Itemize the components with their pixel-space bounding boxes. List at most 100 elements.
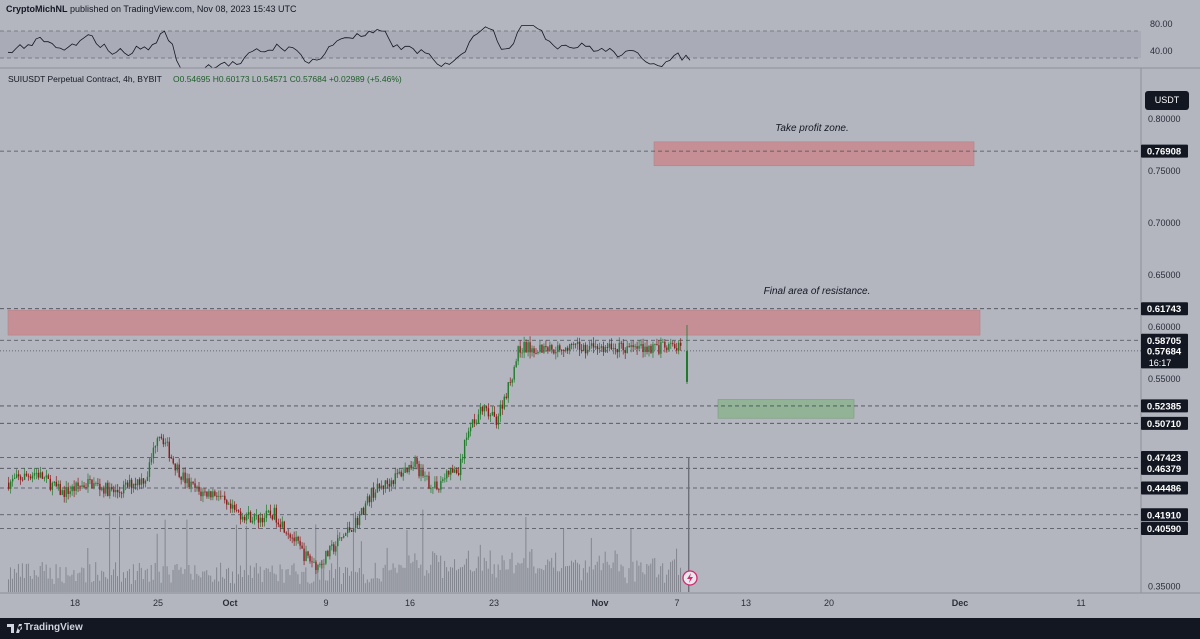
- volume-bar: [343, 573, 345, 592]
- candle-body: [119, 492, 121, 494]
- volume-bar: [285, 569, 287, 592]
- flash-icon[interactable]: [682, 570, 698, 586]
- volume-bar: [81, 567, 83, 592]
- candle-body: [366, 496, 369, 504]
- candle-body: [17, 474, 20, 477]
- candle-body: [31, 475, 34, 479]
- candle-body: [537, 351, 539, 354]
- volume-bar: [148, 581, 150, 592]
- volume-bar: [311, 582, 313, 592]
- volume-bar: [477, 556, 479, 592]
- candle-body: [563, 350, 565, 352]
- candle-body: [216, 495, 218, 497]
- volume-bar: [398, 564, 400, 592]
- volume-bar: [194, 565, 196, 592]
- volume-bar: [259, 566, 261, 592]
- candle-body: [624, 350, 626, 353]
- volume-bar: [315, 524, 317, 592]
- candle-body: [228, 503, 230, 505]
- time-tick: 25: [153, 598, 163, 608]
- candle-body: [434, 481, 436, 488]
- candle-body: [364, 503, 367, 515]
- candle-body: [117, 490, 119, 493]
- candle-body: [505, 396, 507, 399]
- volume-bar: [497, 564, 499, 592]
- candle-body: [572, 343, 575, 346]
- volume-bar: [166, 566, 168, 592]
- volume-bar: [511, 552, 513, 592]
- chart-frame[interactable]: 80.00 40.00 Take profit zone. Final area…: [0, 18, 1200, 618]
- volume-bar: [113, 569, 115, 592]
- volume-bar: [204, 571, 206, 592]
- candle-body: [531, 348, 533, 353]
- candle-body: [277, 522, 279, 525]
- candle-body: [547, 347, 549, 352]
- take-profit-annotation: Take profit zone.: [775, 123, 849, 134]
- price-label-bg: [1141, 521, 1188, 535]
- volume-bar: [559, 571, 561, 592]
- volume-bar: [43, 570, 45, 592]
- volume-bar: [499, 569, 501, 592]
- price-label-bg: [1141, 416, 1188, 430]
- candle-body: [41, 472, 44, 479]
- price-chart[interactable]: 80.00 40.00 Take profit zone. Final area…: [0, 18, 1200, 618]
- volume-bar: [541, 568, 543, 592]
- price-axis[interactable]: 0.80000 0.75000 0.70000 0.65000 0.60000 0.550…: [1148, 114, 1181, 592]
- volume-bar: [410, 563, 412, 592]
- candle-body: [194, 483, 196, 489]
- candle-body: [115, 490, 117, 493]
- volume-bar: [251, 578, 253, 592]
- candle-body: [198, 486, 200, 492]
- candle-body: [479, 406, 482, 415]
- candle-body: [333, 544, 335, 552]
- volume-bar: [31, 578, 33, 592]
- volume-bar: [424, 575, 426, 592]
- candle-body: [35, 472, 38, 474]
- volume-bar: [261, 582, 263, 592]
- volume-bar: [226, 568, 228, 592]
- candle-body: [321, 564, 323, 565]
- volume-bar: [119, 516, 121, 592]
- volume-bar: [503, 560, 505, 592]
- rsi-tick-80: 80.00: [1150, 19, 1173, 29]
- symbol-name: SUIUSDT Perpetual Contract, 4h, BYBIT: [8, 74, 162, 84]
- candle-body: [432, 487, 434, 489]
- candle-body: [356, 517, 359, 526]
- volume-bar: [616, 553, 618, 592]
- price-label: 0.40590: [1141, 521, 1188, 535]
- candle-body: [489, 414, 492, 417]
- volume-bar: [156, 533, 158, 592]
- price-label-text: 0.40590: [1147, 524, 1181, 535]
- candle-body: [382, 485, 385, 490]
- volume-bar: [325, 580, 327, 592]
- volume-bar: [592, 569, 594, 592]
- volume-bar: [582, 568, 584, 592]
- volume-bar: [79, 572, 81, 592]
- volume-bar: [390, 569, 392, 592]
- volume-bar: [15, 572, 17, 592]
- candle-body: [8, 482, 10, 489]
- candle-body: [400, 471, 402, 477]
- candle-body: [422, 469, 424, 476]
- currency-button[interactable]: USDT: [1145, 91, 1189, 110]
- candle-body: [580, 349, 583, 352]
- rsi-line: [7, 25, 691, 69]
- volume-bar: [630, 528, 632, 592]
- candle-body: [81, 485, 83, 487]
- price-tick: 0.65000: [1148, 270, 1181, 280]
- candle-body: [529, 342, 531, 353]
- candle-body: [507, 382, 509, 399]
- price-label-bg: [1141, 344, 1188, 369]
- candle-body: [561, 350, 563, 351]
- candle-body: [182, 472, 184, 480]
- candle-body: [140, 478, 143, 485]
- volume-bar: [688, 457, 690, 592]
- candle-body: [386, 480, 389, 484]
- time-axis[interactable]: 18 25 Oct 9 16 23 Nov 7 13 20 Dec 11: [70, 598, 1086, 608]
- candle-body: [128, 479, 131, 487]
- volume-bar: [168, 574, 170, 592]
- volume-bar: [676, 548, 678, 592]
- ohlc-values: O0.54695 H0.60173 L0.54571 C0.57684 +0.0…: [173, 74, 402, 84]
- candle-body: [154, 446, 157, 448]
- volume-bar: [680, 567, 682, 592]
